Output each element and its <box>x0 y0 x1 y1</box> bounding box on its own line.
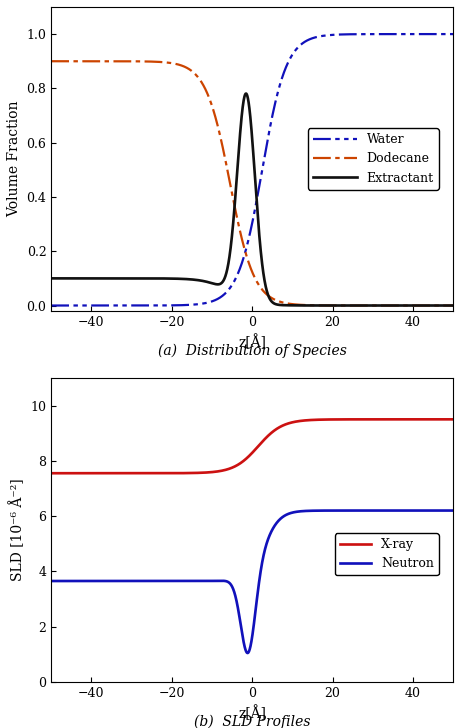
X-ray <box>398 415 404 424</box>
Neutron <box>449 506 455 515</box>
Dodecane <box>48 57 54 66</box>
Dodecane <box>398 301 404 310</box>
X-axis label: z[Å]: z[Å] <box>238 334 266 350</box>
X-ray <box>118 469 123 478</box>
Line: Extractant: Extractant <box>51 93 452 306</box>
Water <box>48 301 54 310</box>
Line: Dodecane: Dodecane <box>51 61 452 306</box>
Text: (b)  SLD Profiles: (b) SLD Profiles <box>194 715 310 728</box>
Extractant <box>442 301 447 310</box>
Extractant <box>398 301 404 310</box>
Extractant <box>243 89 248 98</box>
Neutron <box>398 506 404 515</box>
Water <box>202 298 207 307</box>
Y-axis label: SLD [10⁻⁶ Å⁻²]: SLD [10⁻⁶ Å⁻²] <box>9 478 25 581</box>
X-axis label: z[Å]: z[Å] <box>238 705 266 721</box>
Dodecane <box>94 57 100 66</box>
Neutron <box>244 649 250 657</box>
Extractant <box>202 277 207 286</box>
X-ray <box>94 469 100 478</box>
Extractant <box>118 274 123 282</box>
Dodecane <box>449 301 455 310</box>
X-ray <box>202 468 207 477</box>
Neutron <box>219 577 225 585</box>
Water <box>94 301 100 310</box>
X-ray <box>442 415 447 424</box>
Legend: Water, Dodecane, Extractant: Water, Dodecane, Extractant <box>307 128 438 190</box>
Extractant <box>94 274 100 282</box>
Water <box>219 291 225 300</box>
Neutron <box>202 577 207 585</box>
Extractant <box>48 274 54 282</box>
Neutron <box>118 577 123 585</box>
Dodecane <box>442 301 447 310</box>
Legend: X-ray, Neutron: X-ray, Neutron <box>334 533 438 575</box>
X-ray <box>219 466 225 475</box>
Water <box>442 30 447 39</box>
Line: Water: Water <box>51 34 452 306</box>
Water <box>118 301 123 310</box>
Dodecane <box>118 57 123 66</box>
X-ray <box>449 415 455 424</box>
Water <box>449 30 455 39</box>
Extractant <box>449 301 455 310</box>
Water <box>398 30 404 39</box>
Dodecane <box>202 84 207 93</box>
Line: X-ray: X-ray <box>51 419 452 473</box>
Y-axis label: Volume Fraction: Volume Fraction <box>7 100 21 217</box>
X-ray <box>48 469 54 478</box>
Text: (a)  Distribution of Species: (a) Distribution of Species <box>157 344 346 358</box>
Line: Neutron: Neutron <box>51 510 452 653</box>
Neutron <box>48 577 54 585</box>
Neutron <box>442 506 447 515</box>
Neutron <box>94 577 100 585</box>
Dodecane <box>219 143 225 152</box>
Extractant <box>219 277 225 286</box>
